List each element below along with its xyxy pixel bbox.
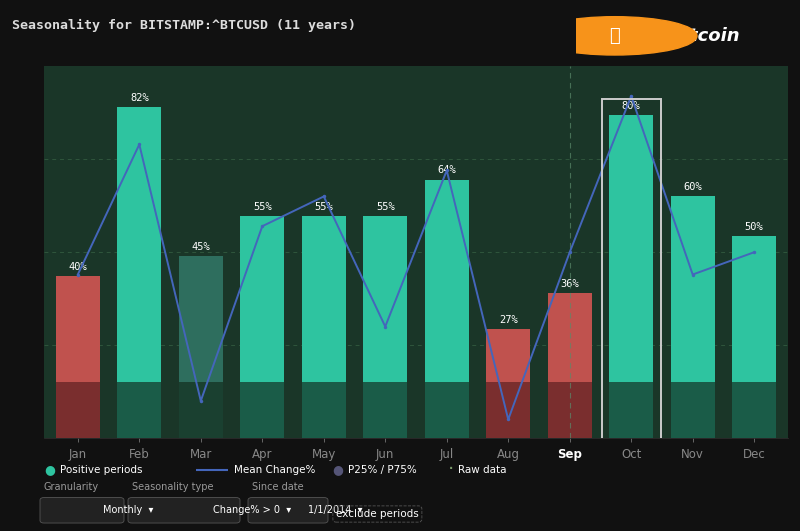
Text: ·: · bbox=[448, 460, 454, 479]
Bar bbox=[547, 382, 592, 438]
Bar bbox=[602, 99, 661, 442]
Text: ₿: ₿ bbox=[610, 27, 620, 45]
Bar bbox=[178, 382, 223, 438]
Bar bbox=[547, 293, 592, 438]
Bar bbox=[56, 382, 100, 438]
Text: 45%: 45% bbox=[191, 242, 210, 252]
Text: 82%: 82% bbox=[130, 93, 149, 102]
Text: 27%: 27% bbox=[499, 315, 518, 325]
Text: Positive periods: Positive periods bbox=[60, 465, 142, 475]
Bar bbox=[302, 216, 346, 438]
Circle shape bbox=[533, 16, 697, 55]
Bar bbox=[302, 382, 346, 438]
Bar bbox=[486, 382, 530, 438]
Text: exclude periods: exclude periods bbox=[336, 509, 418, 519]
Bar bbox=[425, 179, 469, 438]
Text: Change% > 0  ▾: Change% > 0 ▾ bbox=[213, 506, 291, 515]
Text: Monthly  ▾: Monthly ▾ bbox=[103, 506, 154, 515]
Bar bbox=[363, 216, 407, 438]
Bar bbox=[609, 115, 654, 438]
Bar bbox=[240, 382, 285, 438]
Bar bbox=[486, 329, 530, 438]
Bar bbox=[56, 277, 100, 438]
Bar bbox=[117, 107, 162, 438]
Text: Mean Change%: Mean Change% bbox=[234, 465, 316, 475]
Text: bitcoin: bitcoin bbox=[670, 27, 741, 45]
Bar bbox=[609, 382, 654, 438]
Bar bbox=[425, 382, 469, 438]
Text: 1/1/2014  ▾: 1/1/2014 ▾ bbox=[308, 506, 362, 515]
Text: 80%: 80% bbox=[622, 101, 641, 111]
Text: Raw data: Raw data bbox=[458, 465, 506, 475]
Text: 50%: 50% bbox=[745, 222, 763, 232]
Text: ●: ● bbox=[332, 464, 343, 476]
Text: 64%: 64% bbox=[438, 166, 456, 175]
Text: ●: ● bbox=[44, 464, 55, 476]
Text: P25% / P75%: P25% / P75% bbox=[348, 465, 417, 475]
Bar bbox=[670, 382, 715, 438]
Text: 60%: 60% bbox=[683, 182, 702, 192]
Text: Since date: Since date bbox=[252, 482, 304, 492]
Bar bbox=[732, 382, 776, 438]
Bar bbox=[240, 216, 285, 438]
Text: 36%: 36% bbox=[560, 279, 579, 288]
Bar bbox=[670, 195, 715, 438]
Bar bbox=[178, 256, 223, 438]
Bar bbox=[363, 382, 407, 438]
Text: Seasonality for BITSTAMP:^BTCUSD (11 years): Seasonality for BITSTAMP:^BTCUSD (11 yea… bbox=[12, 19, 356, 32]
Text: Seasonality type: Seasonality type bbox=[132, 482, 214, 492]
Bar bbox=[732, 236, 776, 438]
Text: 40%: 40% bbox=[69, 262, 87, 272]
Text: 55%: 55% bbox=[253, 202, 272, 212]
Bar bbox=[117, 382, 162, 438]
Text: 55%: 55% bbox=[314, 202, 333, 212]
Text: 55%: 55% bbox=[376, 202, 394, 212]
Text: Granularity: Granularity bbox=[44, 482, 99, 492]
